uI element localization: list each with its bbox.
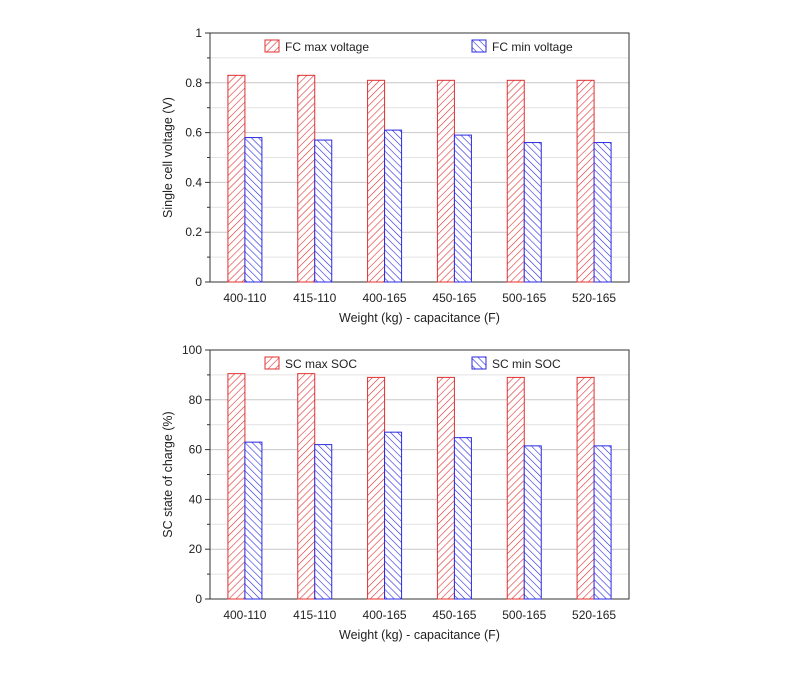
legend-swatch: [264, 39, 280, 53]
x-tick-label: 415-110: [293, 291, 336, 305]
bar: [367, 79, 386, 283]
x-tick-label: 400-110: [223, 291, 266, 305]
bar: [506, 79, 525, 283]
bar: [593, 445, 612, 600]
x-axis-label: Weight (kg) - capacitance (F): [339, 628, 500, 642]
y-tick-label: 60: [189, 443, 203, 457]
bar: [593, 142, 612, 283]
x-tick-label: 520-165: [572, 291, 616, 305]
bar: [227, 373, 246, 600]
bar: [244, 137, 263, 283]
x-tick-label: 500-165: [502, 291, 546, 305]
bar: [384, 431, 403, 600]
bar: [297, 74, 316, 283]
voltage-chart: 0 0.2 0.4 0.6 0.8 1 400-110 415-110 400-165 450-1…: [161, 26, 630, 325]
bar: [314, 139, 333, 283]
y-tick-label: 0.6: [185, 126, 202, 140]
y-tick-label: 0.8: [185, 76, 202, 90]
bar: [244, 441, 263, 600]
y-tick-label: 20: [189, 542, 203, 556]
soc-chart: 0 20 40 60 80 100 400-110 415-110 400-165 450-165…: [161, 343, 630, 642]
x-tick-label: 450-165: [432, 291, 476, 305]
legend-swatch: [471, 39, 487, 53]
y-tick-label: 0: [195, 592, 202, 606]
legend-label: FC min voltage: [492, 40, 573, 54]
x-tick-label: 450-165: [432, 608, 476, 622]
bar: [436, 376, 455, 600]
bar: [314, 444, 333, 600]
y-axis-label: Single cell voltage (V): [161, 97, 175, 218]
x-tick-label: 500-165: [502, 608, 546, 622]
bar: [436, 79, 455, 283]
x-axis-label: Weight (kg) - capacitance (F): [339, 311, 500, 325]
y-tick-label: 0: [195, 275, 202, 289]
x-tick-label: 400-110: [223, 608, 266, 622]
x-tick-label: 520-165: [572, 608, 616, 622]
x-tick-label: 415-110: [293, 608, 336, 622]
bar: [453, 437, 472, 600]
bar: [576, 79, 595, 283]
legend-swatch: [264, 356, 280, 370]
legend-label: SC min SOC: [492, 357, 561, 371]
legend-label: SC max SOC: [285, 357, 357, 371]
x-tick-label: 400-165: [363, 608, 407, 622]
bar: [523, 445, 542, 600]
legend-swatch: [471, 356, 487, 370]
y-tick-label: 100: [182, 343, 202, 357]
bar: [506, 376, 525, 600]
y-tick-label: 0.4: [185, 175, 202, 189]
legend-label: FC max voltage: [285, 40, 369, 54]
bar: [384, 129, 403, 283]
bar: [453, 134, 472, 283]
bar: [576, 376, 595, 600]
bar: [297, 373, 316, 600]
bar: [523, 142, 542, 283]
y-axis-label: SC state of charge (%): [161, 411, 175, 537]
bar: [227, 74, 246, 283]
y-tick-label: 0.2: [185, 225, 202, 239]
bar: [367, 376, 386, 600]
y-tick-label: 40: [189, 492, 203, 506]
y-tick-label: 80: [189, 393, 203, 407]
y-tick-label: 1: [195, 26, 202, 40]
x-tick-label: 400-165: [363, 291, 407, 305]
